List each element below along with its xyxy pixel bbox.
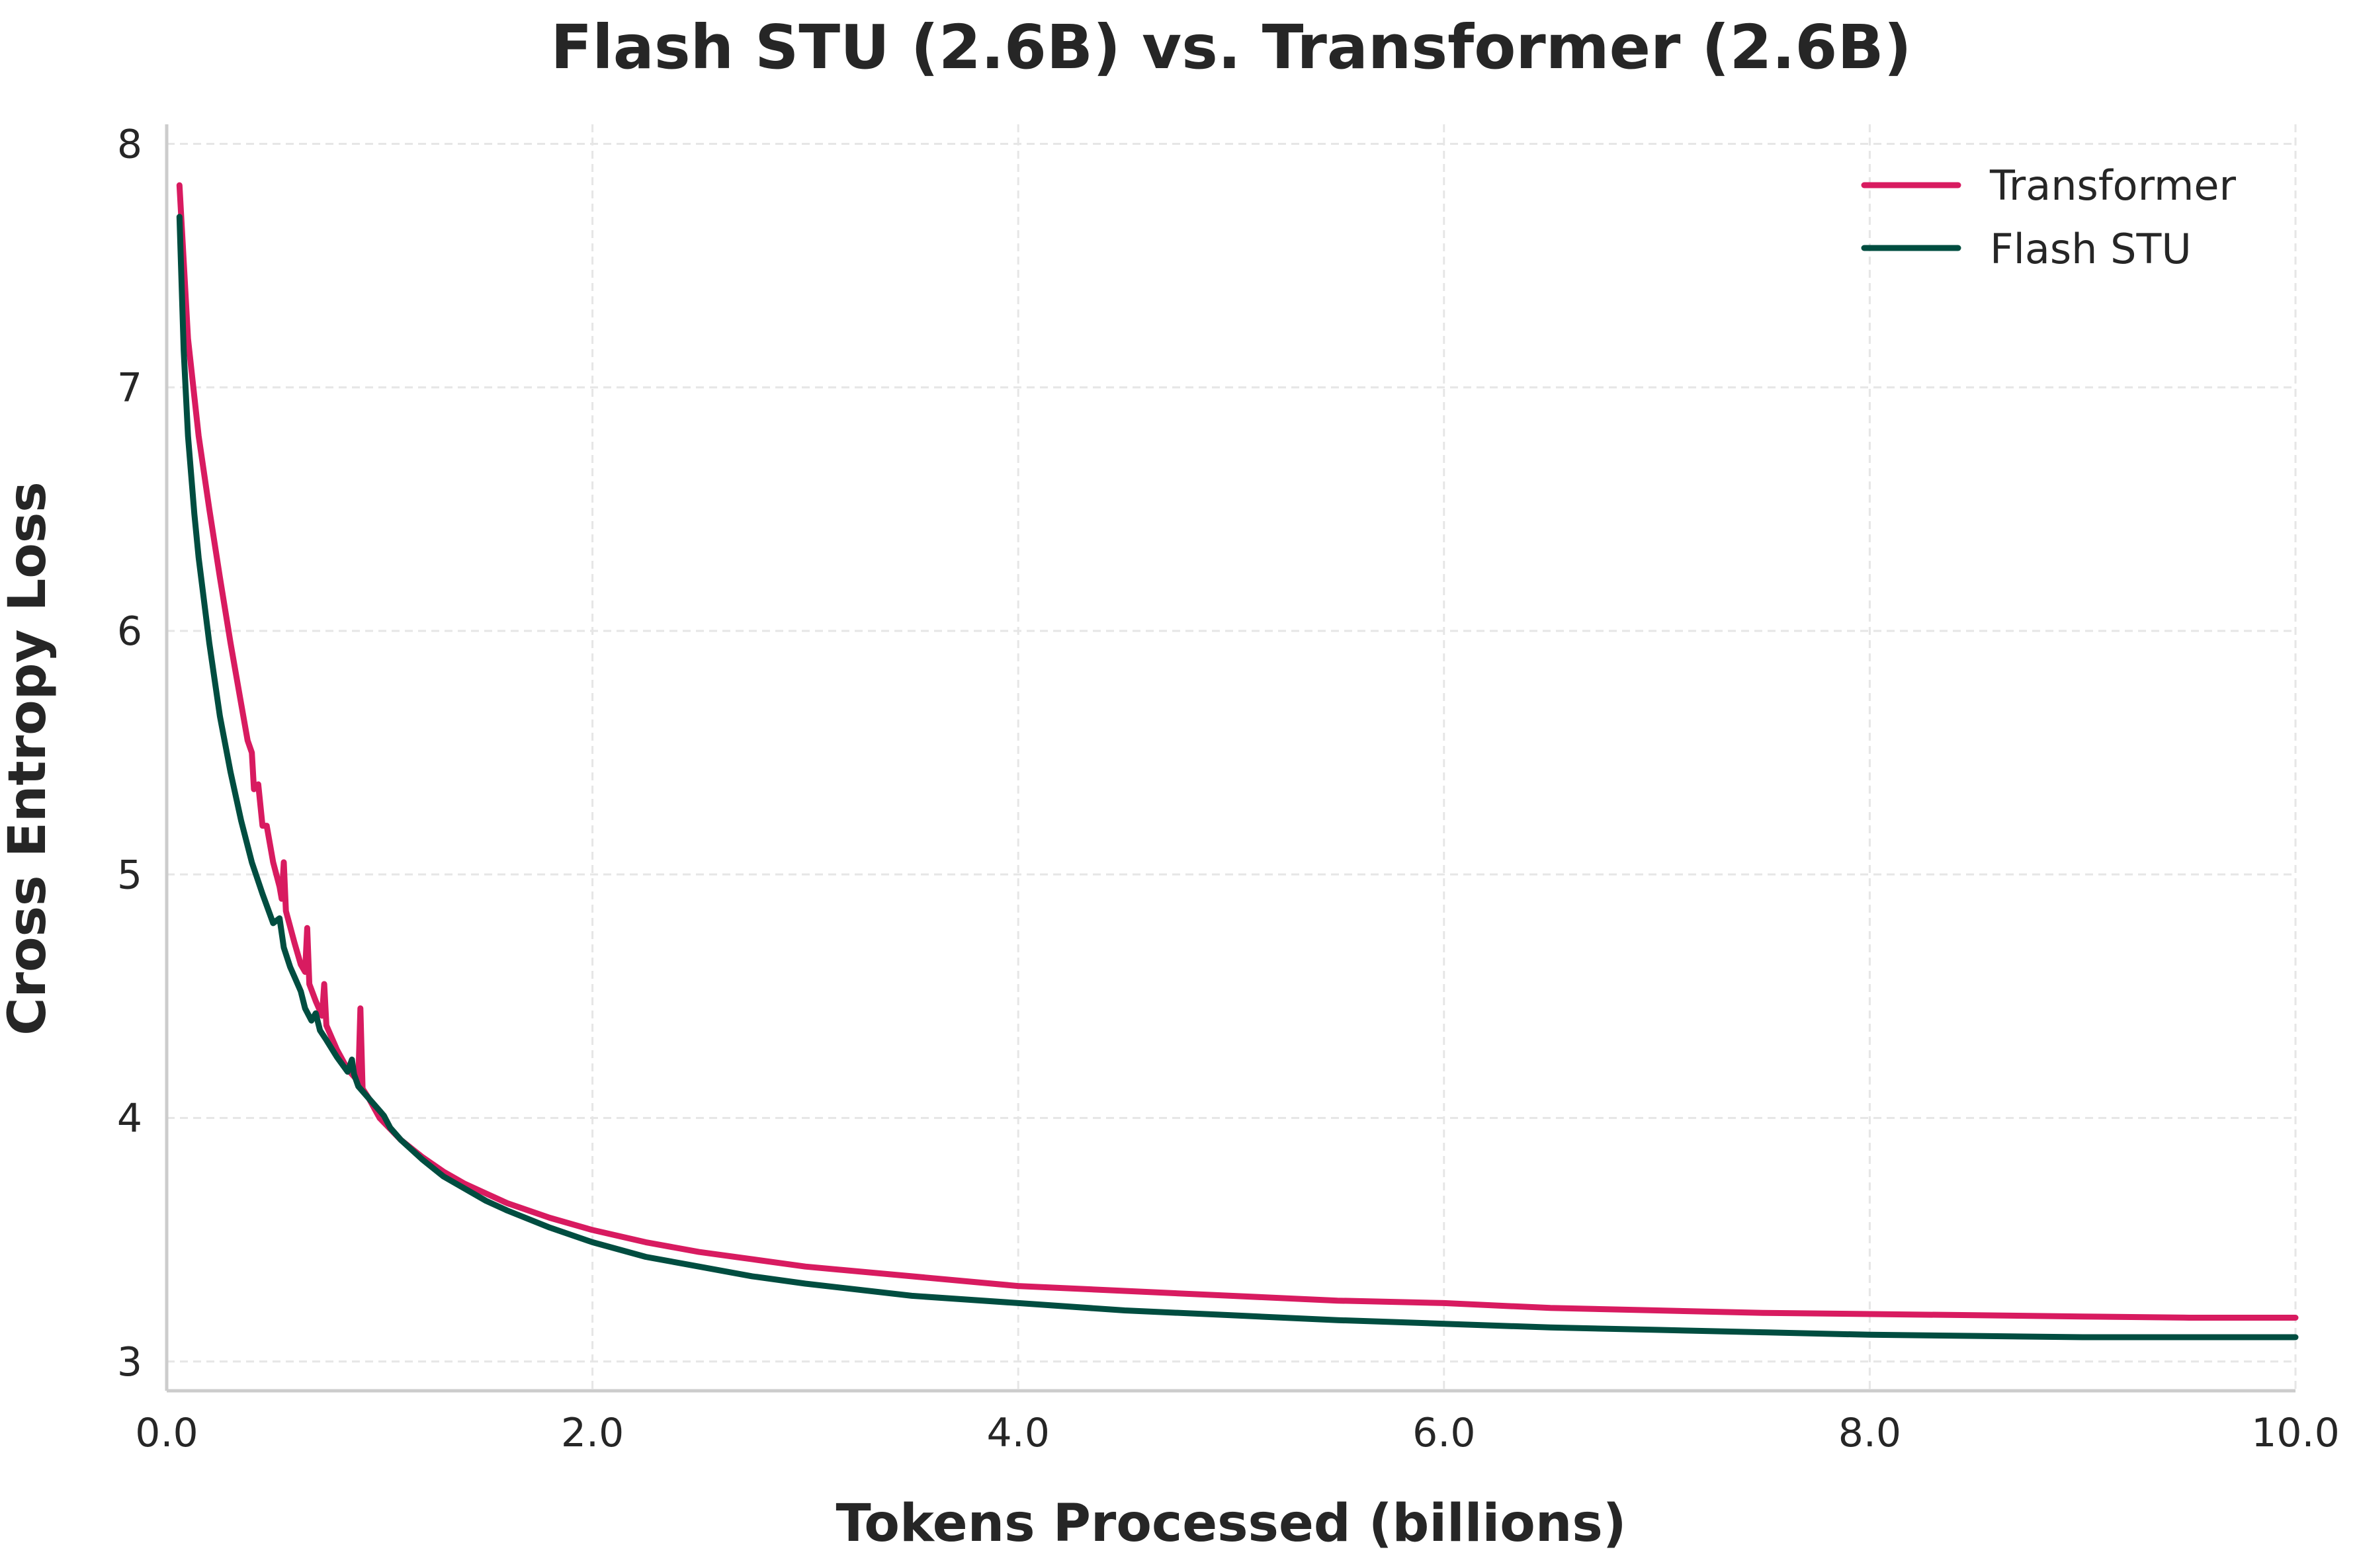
y-tick-label: 4 — [117, 1096, 142, 1142]
y-tick-label: 3 — [117, 1339, 142, 1385]
chart-title: Flash STU (2.6B) vs. Transformer (2.6B) — [550, 12, 1911, 83]
legend-label-transformer: Transformer — [1989, 161, 2237, 210]
x-tick-labels: 0.0 2.0 4.0 6.0 8.0 10.0 — [135, 1410, 2340, 1456]
grid-lines — [167, 124, 2297, 1391]
y-axis-label: Cross Entropy Loss — [0, 481, 58, 1035]
y-tick-label: 7 — [117, 365, 142, 411]
x-tick-label: 4.0 — [986, 1410, 1049, 1456]
x-tick-label: 8.0 — [1838, 1410, 1901, 1456]
x-tick-label: 0.0 — [135, 1410, 198, 1456]
axes — [165, 124, 2295, 1393]
y-tick-labels: 3 4 5 6 7 8 — [117, 121, 142, 1385]
series-line-flash-stu — [176, 214, 2299, 1341]
plot-lines — [176, 182, 2299, 1341]
y-tick-label: 5 — [117, 852, 142, 898]
y-tick-label: 8 — [117, 121, 142, 167]
x-tick-label: 6.0 — [1412, 1410, 1475, 1456]
x-tick-label: 2.0 — [561, 1410, 624, 1456]
x-tick-label: 10.0 — [2251, 1410, 2340, 1456]
legend-label-flash-stu: Flash STU — [1990, 225, 2192, 273]
y-tick-label: 6 — [117, 608, 142, 655]
x-axis-label: Tokens Processed (billions) — [836, 1494, 1627, 1553]
legend: Transformer Flash STU — [1861, 161, 2237, 273]
